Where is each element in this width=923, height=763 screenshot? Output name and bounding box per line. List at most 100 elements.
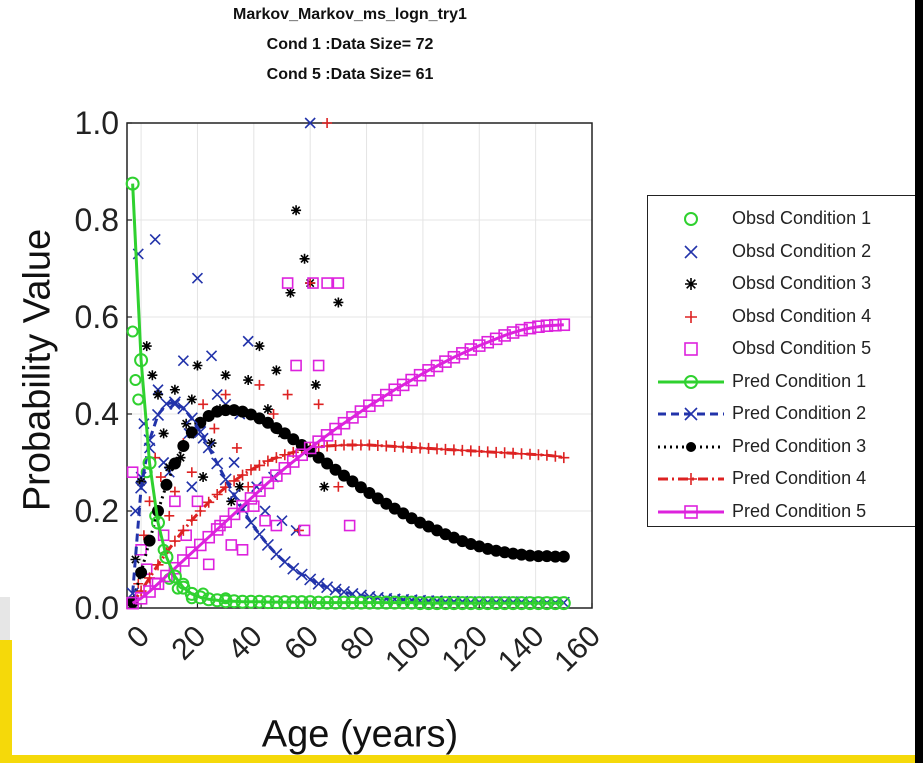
legend-label: Pred Condition 2 [732,403,867,423]
y-tick-label: 0.6 [75,299,119,335]
legend-marker [684,244,698,259]
chart-title-line-2: Cond 1 :Data Size= 72 [266,36,434,53]
pred-marker-cond1 [531,596,546,611]
legend-marker [685,310,697,323]
obsd-point-cond2 [259,505,271,517]
pred-marker-cond5 [219,515,232,528]
pred-marker-cond4 [270,452,282,464]
pred-marker-cond4 [211,489,223,501]
pred-marker-cond5 [312,435,325,448]
pred-marker-cond3 [287,433,300,446]
pred-marker-cond3 [312,451,325,464]
pred-marker-cond5 [227,507,241,521]
pred-marker-cond4 [558,452,570,464]
pred-marker-cond1 [387,595,402,610]
pred-marker-cond1 [167,569,182,584]
pred-marker-cond1 [506,596,521,611]
obsd-point-cond2 [242,335,254,347]
obsd-point-cond3 [254,341,265,352]
pred-marker-cond5 [210,523,224,536]
obsd-point-cond3 [262,404,273,415]
obsd-point-cond1 [129,374,142,387]
pred-marker-cond4 [279,449,291,461]
pred-marker-cond3 [278,427,291,440]
pred-marker-cond5 [532,320,545,334]
obsd-point-cond5 [343,519,356,532]
legend-entry: Obsd Condition 2 [648,235,918,268]
pred-marker-cond1 [345,595,360,610]
obsd-point-cond4 [155,472,166,483]
pred-marker-cond3 [321,457,334,470]
obsd-point-cond4 [243,481,254,492]
pred-marker-cond1 [277,595,292,610]
pred-marker-cond4 [228,475,240,487]
pred-marker-cond1 [413,596,428,611]
obsd-point-cond5 [225,539,238,551]
pred-marker-cond2 [287,562,300,575]
pred-marker-cond3 [338,469,350,482]
obsd-point-cond3 [319,481,330,492]
chart-title-line-1: Markov_Markov_ms_logn_try1 [233,6,467,23]
pred-marker-cond1 [134,353,149,368]
pred-marker-cond5 [422,364,435,377]
pred-marker-cond5 [523,321,537,335]
pred-marker-cond1 [396,595,411,610]
pred-marker-cond1 [514,596,529,611]
obsd-point-cond1 [126,325,139,338]
obsd-point-cond3 [175,452,186,463]
pred-marker-cond4 [262,455,274,467]
pred-series-cond4 [127,439,570,609]
pred-marker-cond2 [228,488,241,502]
legend-entry: Obsd Condition 4 [648,300,918,333]
obsd-point-cond4 [231,442,242,453]
highlight-bar-bottom [0,755,923,763]
pred-marker-cond2 [244,516,258,529]
pred-marker-cond2 [151,408,165,422]
pred-marker-cond5 [286,455,300,468]
legend-marker [684,504,698,519]
legend-label: Obsd Condition 3 [732,273,872,293]
x-tick-label: 20 [165,620,212,667]
obsd-point-cond3 [271,365,282,376]
right-edge-border [915,0,923,763]
legend-swatch [684,342,698,356]
observed-points [126,117,356,605]
obsd-point-cond3 [169,384,180,395]
pred-marker-cond4 [186,514,198,526]
y-tick-label: 0.8 [75,202,119,238]
obsd-point-cond2 [228,456,240,469]
pred-marker-cond1 [438,596,453,611]
obsd-point-cond3 [291,205,302,216]
y-tick-label: 0.2 [75,493,119,529]
pred-marker-cond2 [329,583,342,596]
obsd-point-cond5 [298,524,311,537]
pred-marker-cond5 [430,359,444,373]
obsd-point-cond4 [268,409,279,419]
pred-marker-cond1 [328,595,343,610]
pred-marker-cond1 [497,596,512,611]
obsd-point-cond3 [141,341,152,352]
x-tick-label: 100 [379,620,438,679]
pred-marker-cond1 [311,595,326,610]
pred-marker-cond2 [211,457,224,470]
legend-marker [684,374,698,389]
predicted-curves [125,176,571,611]
obsd-point-cond5 [332,277,345,289]
pred-marker-cond4 [541,449,553,461]
pred-marker-cond5 [270,469,283,482]
pred-marker-cond2 [202,441,215,454]
pred-marker-cond3 [363,487,376,500]
pred-line-cond1 [131,183,564,605]
legend-swatch [658,473,724,485]
legend-label: Pred Condition 1 [732,370,867,391]
legend-entry: Obsd Condition 1 [648,202,918,235]
obsd-point-cond4 [220,389,231,400]
obsd-point-cond4 [144,496,155,507]
obsd-point-cond3 [206,438,217,449]
x-axis-label: Age (years) [261,713,459,756]
obsd-point-cond5 [307,277,319,289]
pred-marker-cond4 [177,524,189,536]
pred-marker-cond4 [253,459,265,471]
obsd-point-cond3 [192,360,203,371]
highlight-bar-left [0,640,12,763]
